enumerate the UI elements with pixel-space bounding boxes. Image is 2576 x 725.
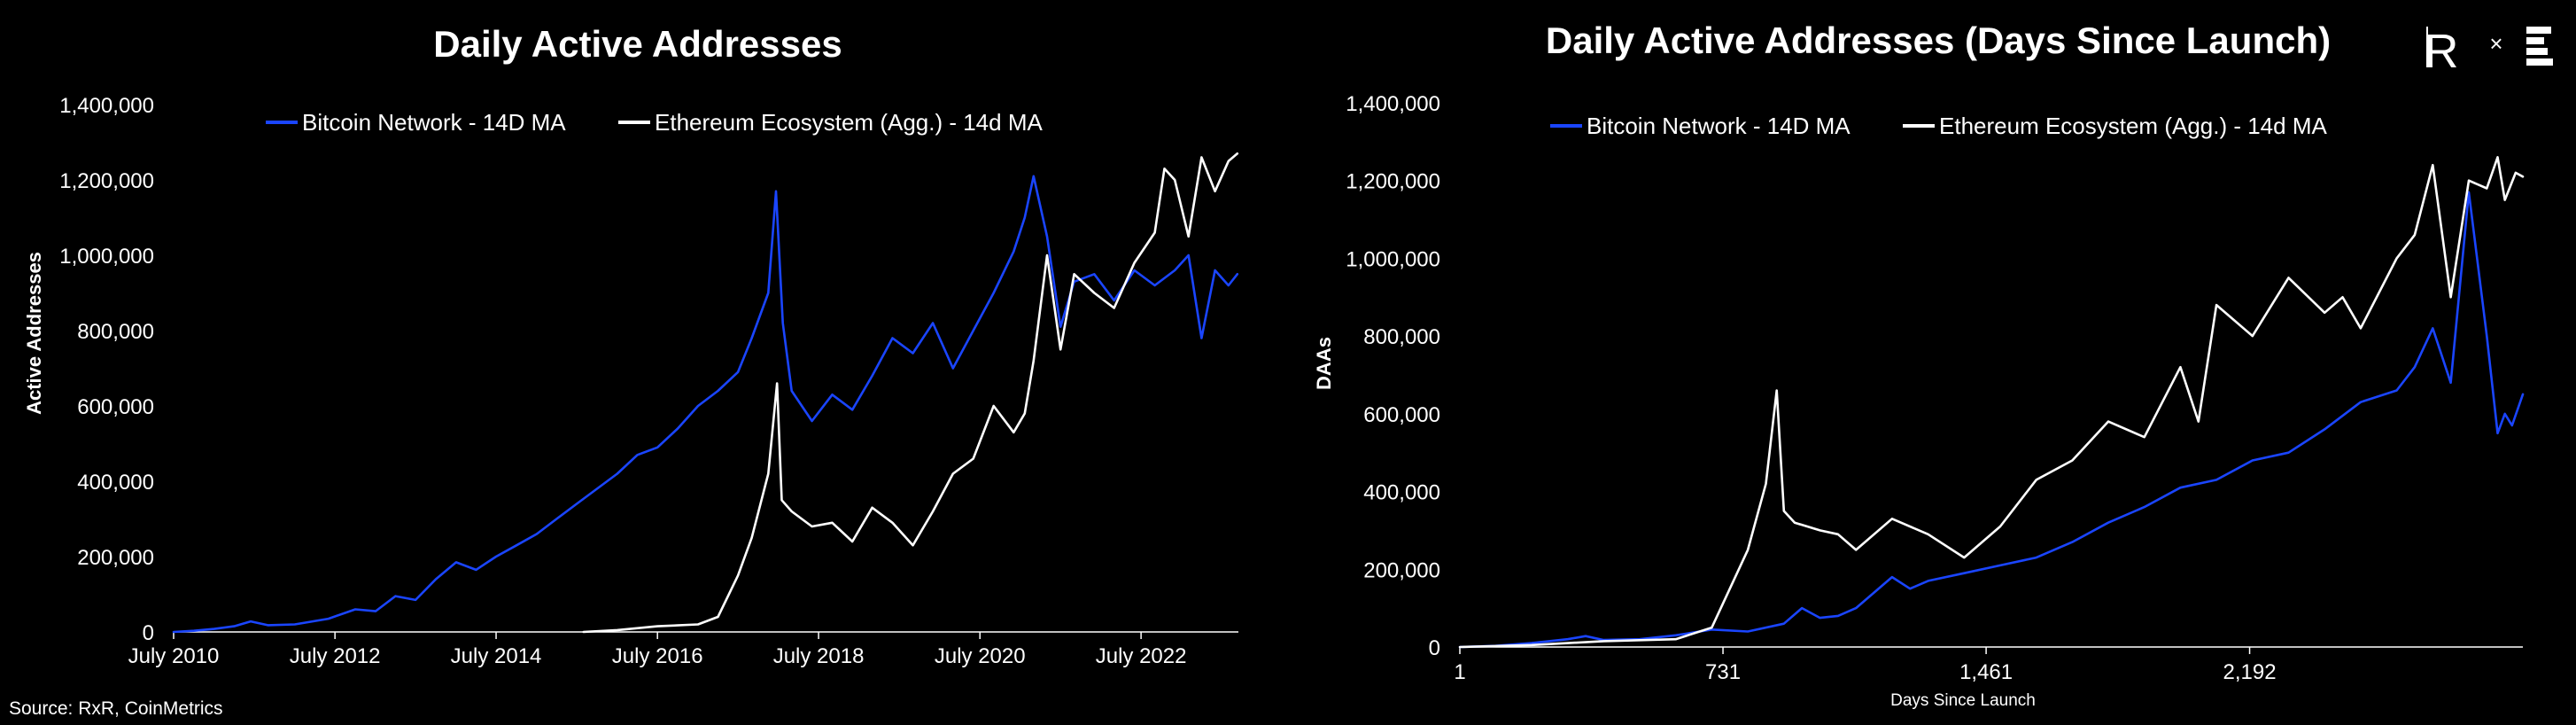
logo-separator: ×: [2489, 30, 2502, 57]
y-tick-label: 200,000: [77, 546, 154, 570]
stacked-bars-logo-icon: [2526, 27, 2553, 66]
y-tick-label: 1,200,000: [1346, 170, 1440, 194]
y-tick-label: 200,000: [1363, 558, 1440, 582]
x-tick-label: 1,461: [1959, 660, 2013, 684]
y-tick-label: 1,400,000: [59, 94, 154, 118]
right-y-ticks: 0 200,000 400,000 600,000 800,000 1,000,000 1,…: [1346, 92, 1440, 660]
brand-logo: R: [2425, 25, 2459, 78]
ethereum-series-line: [582, 152, 1239, 634]
left-chart-title: Daily Active Addresses: [433, 23, 842, 65]
source-note: Source: RxR, CoinMetrics: [9, 698, 223, 719]
left-chart: Daily Active Addresses Active Addresses …: [23, 23, 1239, 668]
right-chart: Daily Active Addresses (Days Since Launc…: [1313, 19, 2525, 710]
legend-label-ethereum: Ethereum Ecosystem (Agg.) - 14d MA: [1939, 113, 2327, 139]
left-legend: Bitcoin Network - 14D MA Ethereum Ecosys…: [266, 109, 1043, 136]
x-tick-label: July 2016: [612, 644, 703, 668]
y-tick-label: 1,200,000: [59, 169, 154, 193]
left-x-ticks: July 2010 July 2012 July 2014 July 2016 July…: [128, 632, 1187, 668]
right-x-ticks: 1 731 1,461 2,192: [1454, 647, 2277, 684]
y-tick-label: 0: [143, 621, 154, 645]
left-series: [172, 152, 1239, 634]
legend-label-ethereum: Ethereum Ecosystem (Agg.) - 14d MA: [655, 109, 1043, 136]
x-tick-label: July 2010: [128, 644, 220, 668]
x-tick-label: July 2014: [451, 644, 542, 668]
x-tick-label: 731: [1705, 660, 1741, 684]
x-tick-label: July 2012: [290, 644, 381, 668]
left-y-axis-label: Active Addresses: [23, 252, 45, 415]
y-tick-label: 400,000: [1363, 481, 1440, 505]
legend-label-bitcoin: Bitcoin Network - 14D MA: [302, 109, 566, 136]
right-y-axis-label: DAAs: [1313, 337, 1335, 390]
right-legend: Bitcoin Network - 14D MA Ethereum Ecosys…: [1550, 113, 2327, 139]
right-series: [1458, 156, 2525, 649]
x-tick-label: July 2020: [935, 644, 1026, 668]
left-y-ticks: 0 200,000 400,000 600,000 800,000 1,000,000 1,…: [59, 94, 154, 645]
y-tick-label: 1,000,000: [1346, 247, 1440, 271]
right-x-axis-label: Days Since Launch: [1890, 691, 2036, 710]
y-tick-label: 1,000,000: [59, 245, 154, 269]
legend-label-bitcoin: Bitcoin Network - 14D MA: [1587, 113, 1851, 139]
y-tick-label: 0: [1429, 636, 1440, 660]
y-tick-label: 800,000: [77, 320, 154, 344]
x-tick-label: July 2018: [773, 644, 865, 668]
x-tick-label: July 2022: [1096, 644, 1187, 668]
logo-letter: R: [2425, 25, 2459, 78]
y-tick-label: 1,400,000: [1346, 92, 1440, 116]
ethereum-series-line: [1458, 156, 2525, 649]
right-chart-title: Daily Active Addresses (Days Since Launc…: [1546, 19, 2331, 61]
x-tick-label: 1: [1454, 660, 1465, 684]
y-tick-label: 600,000: [77, 395, 154, 419]
x-tick-label: 2,192: [2223, 660, 2277, 684]
bitcoin-series-line: [1458, 191, 2525, 649]
y-tick-label: 800,000: [1363, 325, 1440, 349]
y-tick-label: 600,000: [1363, 403, 1440, 427]
y-tick-label: 400,000: [77, 471, 154, 495]
